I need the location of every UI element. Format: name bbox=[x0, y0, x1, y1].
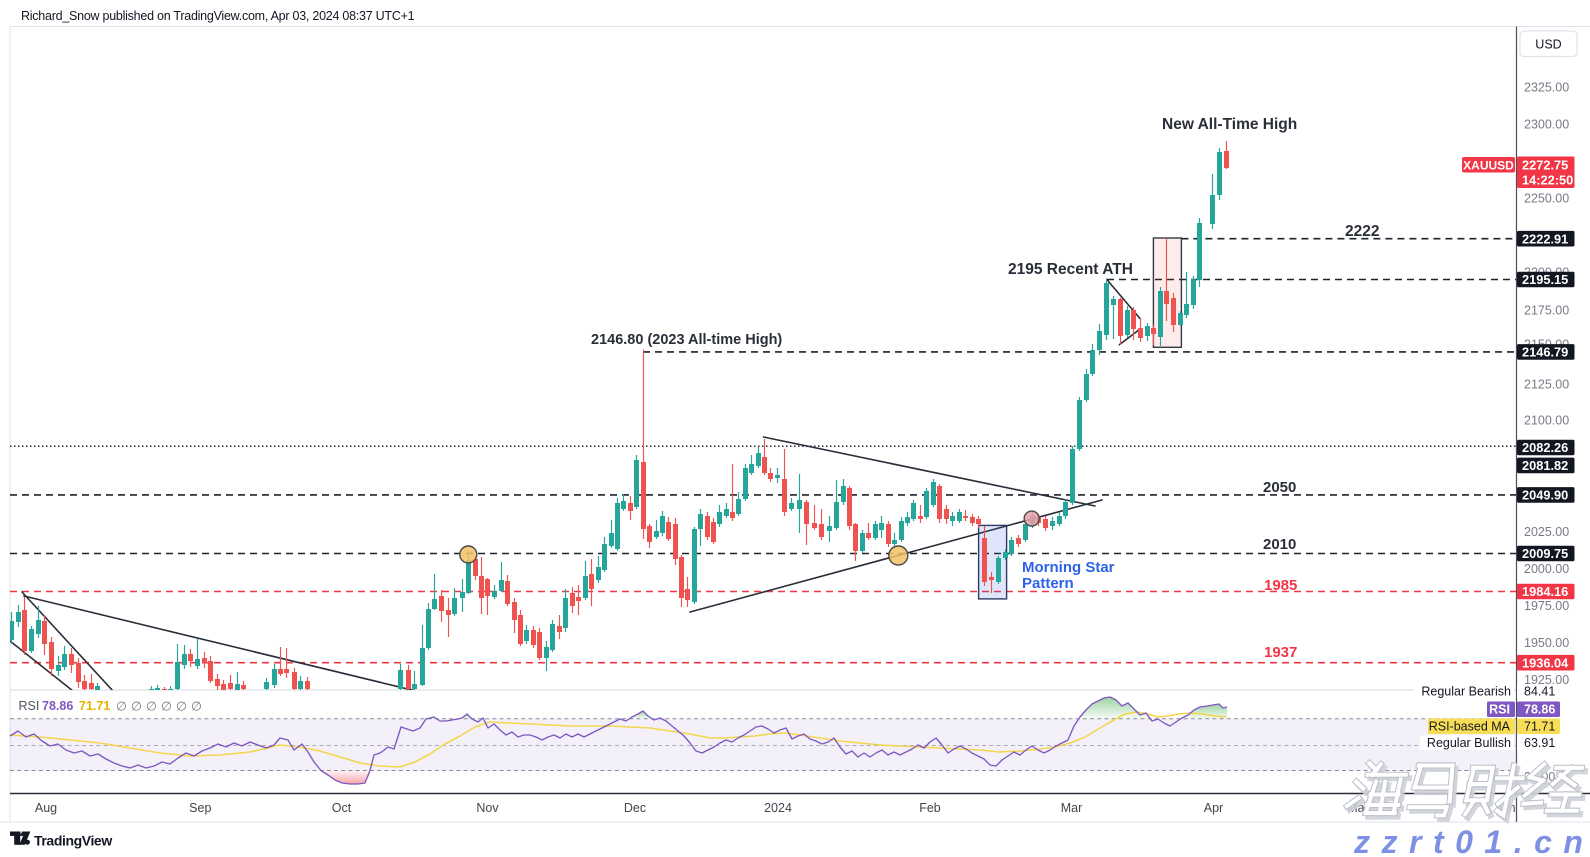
svg-text:2050: 2050 bbox=[1263, 479, 1296, 496]
svg-text:2010: 2010 bbox=[1263, 536, 1296, 553]
svg-text:1925.00: 1925.00 bbox=[1524, 673, 1569, 687]
svg-text:1975.00: 1975.00 bbox=[1524, 599, 1569, 613]
svg-text:2146.80 (2023 All-time High): 2146.80 (2023 All-time High) bbox=[591, 332, 782, 348]
svg-text:78.86: 78.86 bbox=[42, 699, 73, 713]
svg-text:Regular Bearish: Regular Bearish bbox=[1421, 685, 1511, 699]
svg-text:1984.16: 1984.16 bbox=[1522, 584, 1568, 599]
svg-text:2300.00: 2300.00 bbox=[1524, 117, 1569, 131]
svg-text:Dec: Dec bbox=[624, 801, 646, 815]
svg-text:2125.00: 2125.00 bbox=[1524, 377, 1569, 391]
svg-text:∅: ∅ bbox=[131, 700, 142, 714]
svg-text:Morning Star: Morning Star bbox=[1022, 559, 1115, 576]
svg-text:RSI: RSI bbox=[19, 699, 40, 713]
svg-text:2175.00: 2175.00 bbox=[1524, 303, 1569, 317]
svg-text:Mar: Mar bbox=[1061, 801, 1083, 815]
svg-text:∅: ∅ bbox=[116, 700, 127, 714]
svg-text:∅: ∅ bbox=[191, 700, 202, 714]
svg-text:1985: 1985 bbox=[1264, 577, 1297, 594]
svg-text:∅: ∅ bbox=[161, 700, 172, 714]
svg-text:1950.00: 1950.00 bbox=[1524, 636, 1569, 650]
svg-text:14:22:50: 14:22:50 bbox=[1522, 173, 1573, 188]
svg-text:2250.00: 2250.00 bbox=[1524, 191, 1569, 205]
svg-text:78.86: 78.86 bbox=[1524, 703, 1555, 717]
svg-text:84.41: 84.41 bbox=[1524, 685, 1555, 699]
svg-text:New All-Time High: New All-Time High bbox=[1162, 116, 1297, 133]
svg-text:∅: ∅ bbox=[176, 700, 187, 714]
svg-text:2049.90: 2049.90 bbox=[1522, 488, 1568, 503]
svg-text:2146.79: 2146.79 bbox=[1522, 345, 1568, 360]
svg-text:Apr: Apr bbox=[1204, 801, 1223, 815]
svg-text:2025.00: 2025.00 bbox=[1524, 525, 1569, 539]
svg-text:Richard_Snow published on Trad: Richard_Snow published on TradingView.co… bbox=[21, 9, 415, 23]
svg-text:TradingView: TradingView bbox=[34, 833, 112, 849]
svg-text:Aug: Aug bbox=[35, 801, 57, 815]
svg-text:2195.15: 2195.15 bbox=[1522, 272, 1568, 287]
svg-text:RSI: RSI bbox=[1489, 703, 1510, 717]
svg-text:Oct: Oct bbox=[332, 801, 352, 815]
svg-text:RSI-based MA: RSI-based MA bbox=[1429, 720, 1511, 734]
svg-text:2000.00: 2000.00 bbox=[1524, 562, 1569, 576]
svg-text:2081.82: 2081.82 bbox=[1522, 458, 1568, 473]
svg-text:2024: 2024 bbox=[764, 801, 792, 815]
svg-text:Pattern: Pattern bbox=[1022, 575, 1074, 592]
svg-text:2082.26: 2082.26 bbox=[1522, 440, 1568, 455]
svg-text:Nov: Nov bbox=[476, 801, 499, 815]
svg-text:XAUUSD: XAUUSD bbox=[1463, 159, 1514, 173]
svg-text:1937: 1937 bbox=[1264, 644, 1297, 661]
svg-text:1936.04: 1936.04 bbox=[1522, 655, 1569, 670]
svg-text:∅: ∅ bbox=[146, 700, 157, 714]
svg-text:71.71: 71.71 bbox=[1524, 720, 1555, 734]
svg-text:63.91: 63.91 bbox=[1524, 736, 1555, 750]
svg-text:2222.91: 2222.91 bbox=[1522, 231, 1568, 246]
svg-text:USD: USD bbox=[1535, 38, 1561, 52]
svg-text:Regular Bullish: Regular Bullish bbox=[1427, 736, 1511, 750]
svg-text:zzrt01.cn: zzrt01.cn bbox=[1353, 824, 1590, 857]
svg-text:2195 Recent ATH: 2195 Recent ATH bbox=[1008, 261, 1133, 278]
svg-text:Sep: Sep bbox=[189, 801, 211, 815]
svg-text:2272.75: 2272.75 bbox=[1522, 158, 1568, 173]
svg-text:2009.75: 2009.75 bbox=[1522, 546, 1568, 561]
svg-text:2222: 2222 bbox=[1345, 223, 1379, 240]
svg-text:2100.00: 2100.00 bbox=[1524, 413, 1569, 427]
svg-text:Feb: Feb bbox=[919, 801, 941, 815]
svg-text:71.71: 71.71 bbox=[79, 699, 110, 713]
svg-text:2325.00: 2325.00 bbox=[1524, 80, 1569, 94]
